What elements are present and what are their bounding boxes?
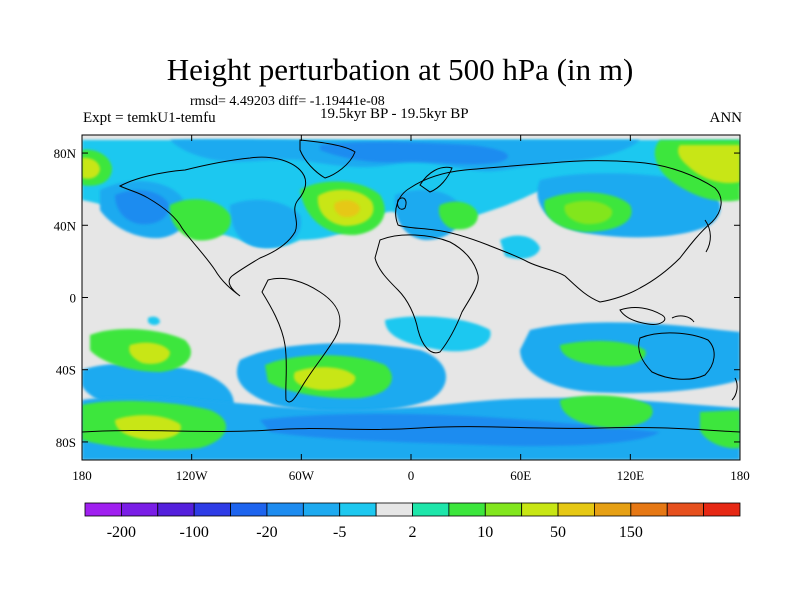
x-tick-label: 180 bbox=[72, 468, 92, 483]
y-tick-label: 40N bbox=[54, 218, 77, 233]
coastline-eurasia bbox=[395, 160, 722, 303]
anomaly-blob-atlantic-orange bbox=[334, 200, 360, 218]
colorbar-swatch bbox=[120, 502, 159, 517]
coastline-north-america bbox=[118, 156, 307, 297]
coastline-south-america bbox=[261, 277, 341, 403]
colorbar-swatch bbox=[302, 502, 341, 517]
colorbar-swatch bbox=[703, 502, 741, 517]
anomaly-blob-dateline-yellow bbox=[82, 157, 100, 179]
anomaly-blob-westpacific-yellow bbox=[678, 145, 740, 184]
colorbar-label: 2 bbox=[409, 524, 417, 541]
anomaly-blob-pacific-green bbox=[169, 199, 231, 241]
colorbar-swatch bbox=[266, 502, 304, 517]
y-tick-label: 80N bbox=[54, 146, 77, 161]
contour-fields bbox=[82, 139, 740, 460]
coastline-antarctica bbox=[82, 426, 740, 433]
anomaly-blob-southpacific-yellow bbox=[129, 342, 170, 364]
experiment-label: Expt = temkU1-temfu bbox=[83, 110, 216, 126]
plot-subtitle: 19.5kyr BP - 19.5kyr BP bbox=[320, 106, 469, 122]
anomaly-blob-antarctic-yellow bbox=[115, 415, 181, 440]
stats-line: rmsd= 4.49203 diff= -1.19441e-08 bbox=[190, 94, 385, 109]
anomaly-blob-arabia-blue bbox=[500, 235, 540, 259]
y-tick-label: 80S bbox=[56, 435, 76, 450]
colorbar-swatch bbox=[594, 502, 632, 517]
anomaly-blob-north-darkblue bbox=[320, 141, 509, 165]
anomaly-blob-southindian-green bbox=[560, 340, 646, 367]
anomaly-blob-smallspot bbox=[148, 316, 160, 325]
anomaly-blob-asia-yellow bbox=[564, 200, 613, 225]
x-tick-label: 180 bbox=[730, 468, 750, 483]
colorbar-label: 50 bbox=[550, 524, 566, 541]
y-tick-label: 0 bbox=[70, 291, 77, 306]
coastline-africa bbox=[374, 234, 479, 354]
colorbar-swatch bbox=[157, 502, 195, 517]
coastline-greenland bbox=[299, 139, 356, 179]
coastlines bbox=[82, 139, 740, 433]
colorbar-swatch bbox=[521, 502, 559, 517]
anomaly-blob-farsouth-east-green bbox=[700, 410, 740, 449]
coastline-new-zealand bbox=[731, 377, 738, 401]
colorbar-label: 150 bbox=[619, 524, 643, 541]
coastline-indonesia bbox=[619, 307, 695, 325]
plot-title: Height perturbation at 500 hPa (in m) bbox=[166, 52, 634, 87]
anomaly-blob-indianocean-lightblue bbox=[385, 316, 491, 352]
coastline-australia bbox=[638, 332, 715, 380]
colorbar-label: -200 bbox=[107, 524, 136, 541]
anomaly-blob-pacific-darkblue bbox=[115, 190, 169, 225]
anomaly-blob-northamerica-blue bbox=[230, 199, 301, 248]
colorbar-swatch bbox=[84, 502, 122, 517]
colorbar-swatch bbox=[375, 502, 413, 517]
colorbar-label: -20 bbox=[256, 524, 277, 541]
x-tick-label: 60W bbox=[289, 468, 315, 483]
colorbar-swatch bbox=[448, 502, 486, 517]
y-tick-label: 40S bbox=[56, 363, 76, 378]
x-tick-label: 0 bbox=[408, 468, 415, 483]
colorbar-swatch bbox=[339, 502, 377, 517]
colorbar-label: -100 bbox=[180, 524, 209, 541]
colorbar-swatch bbox=[230, 502, 268, 517]
x-tick-label: 60E bbox=[510, 468, 531, 483]
x-tick-label: 120W bbox=[176, 468, 209, 483]
coastline-britain bbox=[397, 197, 407, 210]
colorbar-swatch bbox=[484, 502, 523, 517]
colorbar-swatch bbox=[193, 502, 231, 517]
colorbar-swatch bbox=[666, 502, 705, 517]
y-axis: 80N 40N 0 40S 80S bbox=[54, 146, 740, 450]
season-label: ANN bbox=[709, 110, 743, 126]
anomaly-blob-southeast-green bbox=[560, 395, 653, 428]
anomaly-blob-southern-ocean-midblue bbox=[260, 413, 660, 447]
colorbar-swatch bbox=[630, 502, 668, 517]
x-axis: 180 120W 60W 0 60E 120E 180 bbox=[72, 135, 750, 483]
coastline-japan bbox=[704, 219, 711, 253]
map-panel: 80N 40N 0 40S 80S 180 120W 60W 0 60E 120E 180 bbox=[54, 134, 750, 483]
colorbar-label: 10 bbox=[477, 524, 493, 541]
x-tick-label: 120E bbox=[617, 468, 645, 483]
anomaly-blob-europe-green bbox=[438, 201, 478, 230]
colorbar: -200 -100 -20 -5 2 10 50 150 bbox=[84, 502, 741, 541]
colorbar-swatch bbox=[412, 502, 450, 517]
anomaly-blob-southatlantic-yellow bbox=[293, 367, 356, 391]
colorbar-swatch bbox=[557, 502, 595, 517]
colorbar-label: -5 bbox=[333, 524, 346, 541]
coastline-scandinavia bbox=[419, 166, 453, 193]
